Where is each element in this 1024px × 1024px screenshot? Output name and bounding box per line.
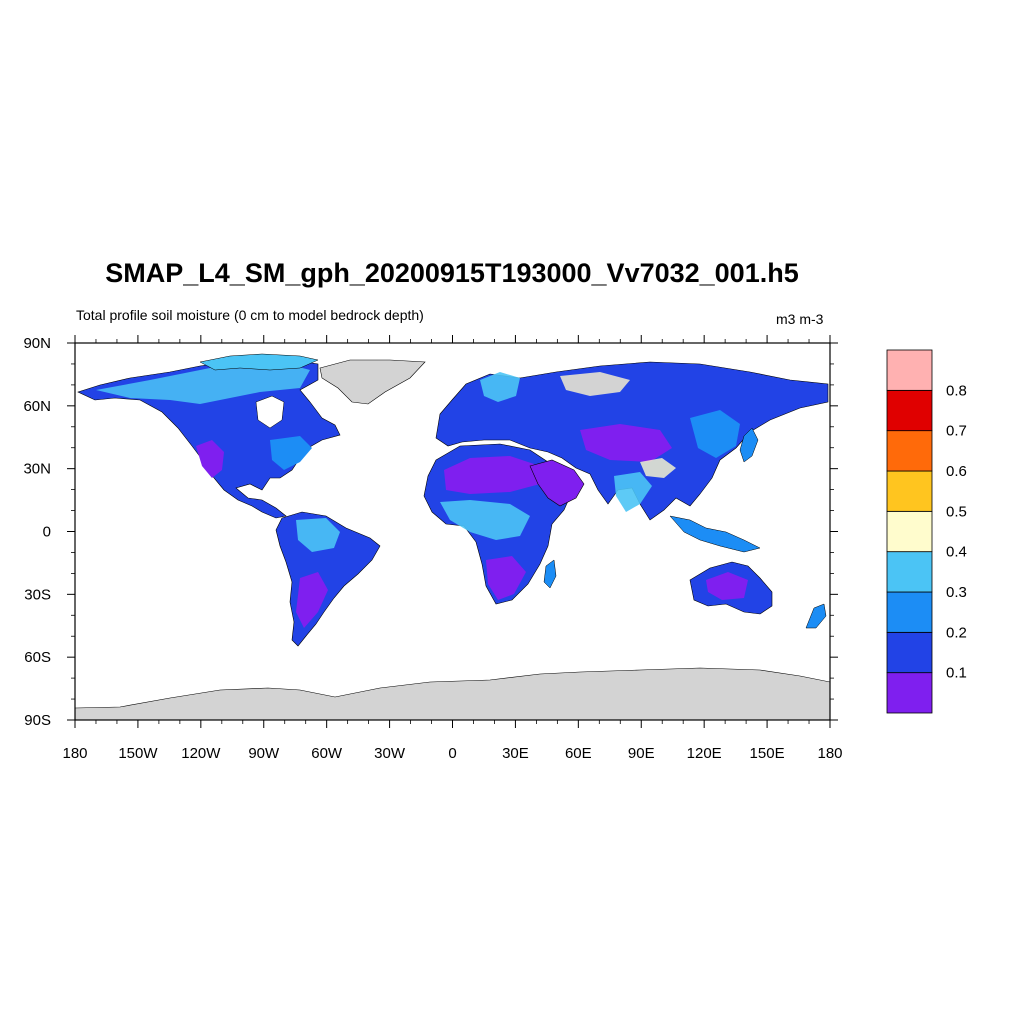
plot-title: SMAP_L4_SM_gph_20200915T193000_Vv7032_00… (105, 258, 799, 288)
greenland-landmass (319, 359, 426, 405)
north-america-dry-west (196, 440, 224, 478)
lon-tick-label: 90W (248, 745, 280, 762)
antarctica-landmass (75, 667, 830, 720)
australia-dry-interior (706, 572, 748, 600)
lat-tick-label: 60N (23, 398, 51, 415)
east-asia-wet (690, 410, 740, 458)
colorbar-swatch (886, 672, 933, 714)
arabian-peninsula-landmass (529, 459, 585, 507)
lat-tick-label: 90N (23, 335, 51, 352)
colorbar-swatch (886, 389, 933, 432)
colorbar-swatch (886, 510, 933, 553)
colorbar-swatch (886, 470, 933, 512)
colorbar-swatch (886, 551, 933, 593)
map-area (75, 343, 830, 720)
lon-tick-label: 30E (502, 745, 529, 762)
colorbar-swatch (886, 349, 933, 391)
units-label: m3 m-3 (776, 311, 824, 327)
lat-tick-label: 30N (23, 461, 51, 478)
colorbar-label: 0.7 (946, 423, 967, 440)
colorbar-label: 0.5 (946, 503, 967, 520)
lon-tick-label: 150W (118, 745, 158, 762)
sahara-dry-region (444, 456, 540, 494)
lon-tick-label: 120E (687, 745, 722, 762)
lat-tick-label: 60S (24, 649, 51, 666)
colorbar-swatch (886, 631, 933, 674)
north-america-east-wet (270, 436, 312, 470)
southeast-asia-islands (669, 515, 761, 553)
lon-tick-label: 90E (628, 745, 655, 762)
lon-tick-label: 150E (750, 745, 785, 762)
colorbar-label: 0.1 (946, 665, 967, 682)
lon-tick-label: 30W (374, 745, 406, 762)
north-america-wet-region (96, 362, 310, 404)
central-africa-wet (440, 500, 530, 540)
scandinavia-wet (480, 372, 520, 402)
colorbar-swatch (886, 430, 933, 472)
lon-tick-label: 0 (448, 745, 456, 762)
siberia-missing-data (560, 372, 630, 396)
lon-tick-label: 60W (311, 745, 343, 762)
tibet-wet (640, 458, 676, 478)
longitude-axis: 180 150W 120W 90W 60W 30W 0 30E 60E 90E 120E 150E 18… (62, 335, 843, 762)
south-america-dry-south (296, 572, 328, 628)
colorbar-swatch (886, 591, 933, 633)
plot-subtitle: Total profile soil moisture (0 cm to mod… (76, 307, 424, 323)
lat-tick-label: 90S (24, 712, 51, 729)
hudson-bay (255, 395, 285, 429)
lon-tick-label: 120W (181, 745, 221, 762)
madagascar-landmass (543, 559, 557, 589)
lon-tick-label: 180 (62, 745, 87, 762)
lon-tick-label: 60E (565, 745, 592, 762)
india-wet (614, 472, 652, 512)
lon-tick-label: 180 (817, 745, 842, 762)
new-zealand-landmass (805, 603, 827, 629)
colorbar-label: 0.2 (946, 624, 967, 641)
southern-africa-dry (486, 556, 526, 600)
colorbar-label: 0.8 (946, 382, 967, 399)
south-america-amazon-wet (296, 518, 340, 552)
arctic-islands (199, 353, 319, 371)
colorbar-label: 0.4 (946, 544, 967, 561)
lat-tick-label: 30S (24, 586, 51, 603)
central-asia-dry (580, 424, 672, 462)
colorbar: 0.1 0.2 0.3 0.4 0.5 0.6 0.7 0.8 (886, 349, 967, 714)
colorbar-label: 0.6 (946, 463, 967, 480)
latitude-axis: 90N 60N 30N 0 30S 60S 90S (23, 335, 838, 729)
colorbar-label: 0.3 (946, 584, 967, 601)
japan-landmass (739, 427, 759, 463)
lat-tick-label: 0 (43, 524, 51, 541)
